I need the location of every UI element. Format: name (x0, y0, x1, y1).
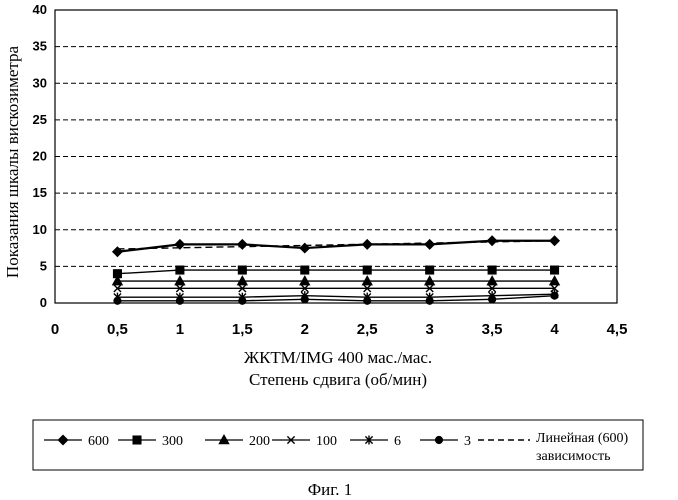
legend-label-200: 200 (249, 434, 270, 449)
x-tick-label: 0 (51, 321, 59, 338)
y-axis-title: Показания шкалы вискозиметра (3, 45, 22, 278)
x-tick-label: 3 (425, 321, 433, 338)
legend: 600 300 200 100 6 3 (44, 434, 530, 449)
y-tick-label: 20 (33, 149, 47, 164)
series (113, 236, 559, 304)
legend-trendline-label-line2: зависимость (536, 449, 610, 464)
y-tick-label: 40 (33, 2, 47, 17)
data-point-600 (425, 240, 434, 249)
data-point-3 (489, 296, 496, 303)
y-tick-label: 5 (40, 258, 47, 273)
data-point-600 (488, 236, 497, 245)
data-point-3 (301, 296, 308, 303)
x-tick-label: 4 (550, 321, 559, 338)
x-axis-title-line1: ЖКТМ/IMG 400 мас./мас. (244, 348, 432, 367)
legend-label-100: 100 (316, 434, 337, 449)
data-point-300 (176, 266, 184, 274)
x-tick-label: 2,5 (357, 321, 378, 338)
data-point-3 (177, 297, 184, 304)
tick-labels: 0 5 10 15 20 25 30 35 40 0 0,5 1 1,5 2 2,5 3 3,5 4 4,5 (33, 2, 628, 338)
x-tick-label: 4,5 (607, 321, 628, 338)
data-point-3 (426, 297, 433, 304)
x-tick-label: 3,5 (482, 321, 503, 338)
data-point-3 (239, 297, 246, 304)
data-point-3 (114, 297, 121, 304)
data-point-600 (238, 240, 247, 249)
x-tick-label: 2 (301, 321, 309, 338)
legend-label-600: 600 (88, 434, 109, 449)
legend-label-3: 3 (464, 434, 471, 449)
y-tick-label: 15 (33, 185, 47, 200)
legend-marker-600 (59, 436, 68, 445)
x-tick-label: 1 (176, 321, 184, 338)
legend-marker-3 (436, 437, 443, 444)
data-point-300 (488, 266, 496, 274)
x-axis-title-line2: Степень сдвига (об/мин) (249, 370, 427, 389)
data-point-3 (551, 292, 558, 299)
y-tick-label: 30 (33, 75, 47, 90)
data-point-300 (301, 266, 309, 274)
figure-caption: Фиг. 1 (308, 480, 353, 499)
y-tick-label: 10 (33, 222, 47, 237)
y-tick-label: 25 (33, 112, 47, 127)
legend-label-6: 6 (394, 434, 401, 449)
grid (55, 10, 617, 266)
data-point-300 (551, 266, 559, 274)
legend-label-300: 300 (162, 434, 183, 449)
x-tick-label: 0,5 (107, 321, 128, 338)
data-point-300 (239, 266, 247, 274)
legend-trendline-label-line1: Линейная (600) (536, 431, 628, 446)
data-point-300 (363, 266, 371, 274)
x-tick-label: 1,5 (232, 321, 253, 338)
legend-marker-300 (133, 436, 141, 444)
y-tick-label: 35 (33, 39, 47, 54)
data-point-300 (426, 266, 434, 274)
y-tick-label: 0 (40, 295, 47, 310)
data-point-3 (364, 297, 371, 304)
